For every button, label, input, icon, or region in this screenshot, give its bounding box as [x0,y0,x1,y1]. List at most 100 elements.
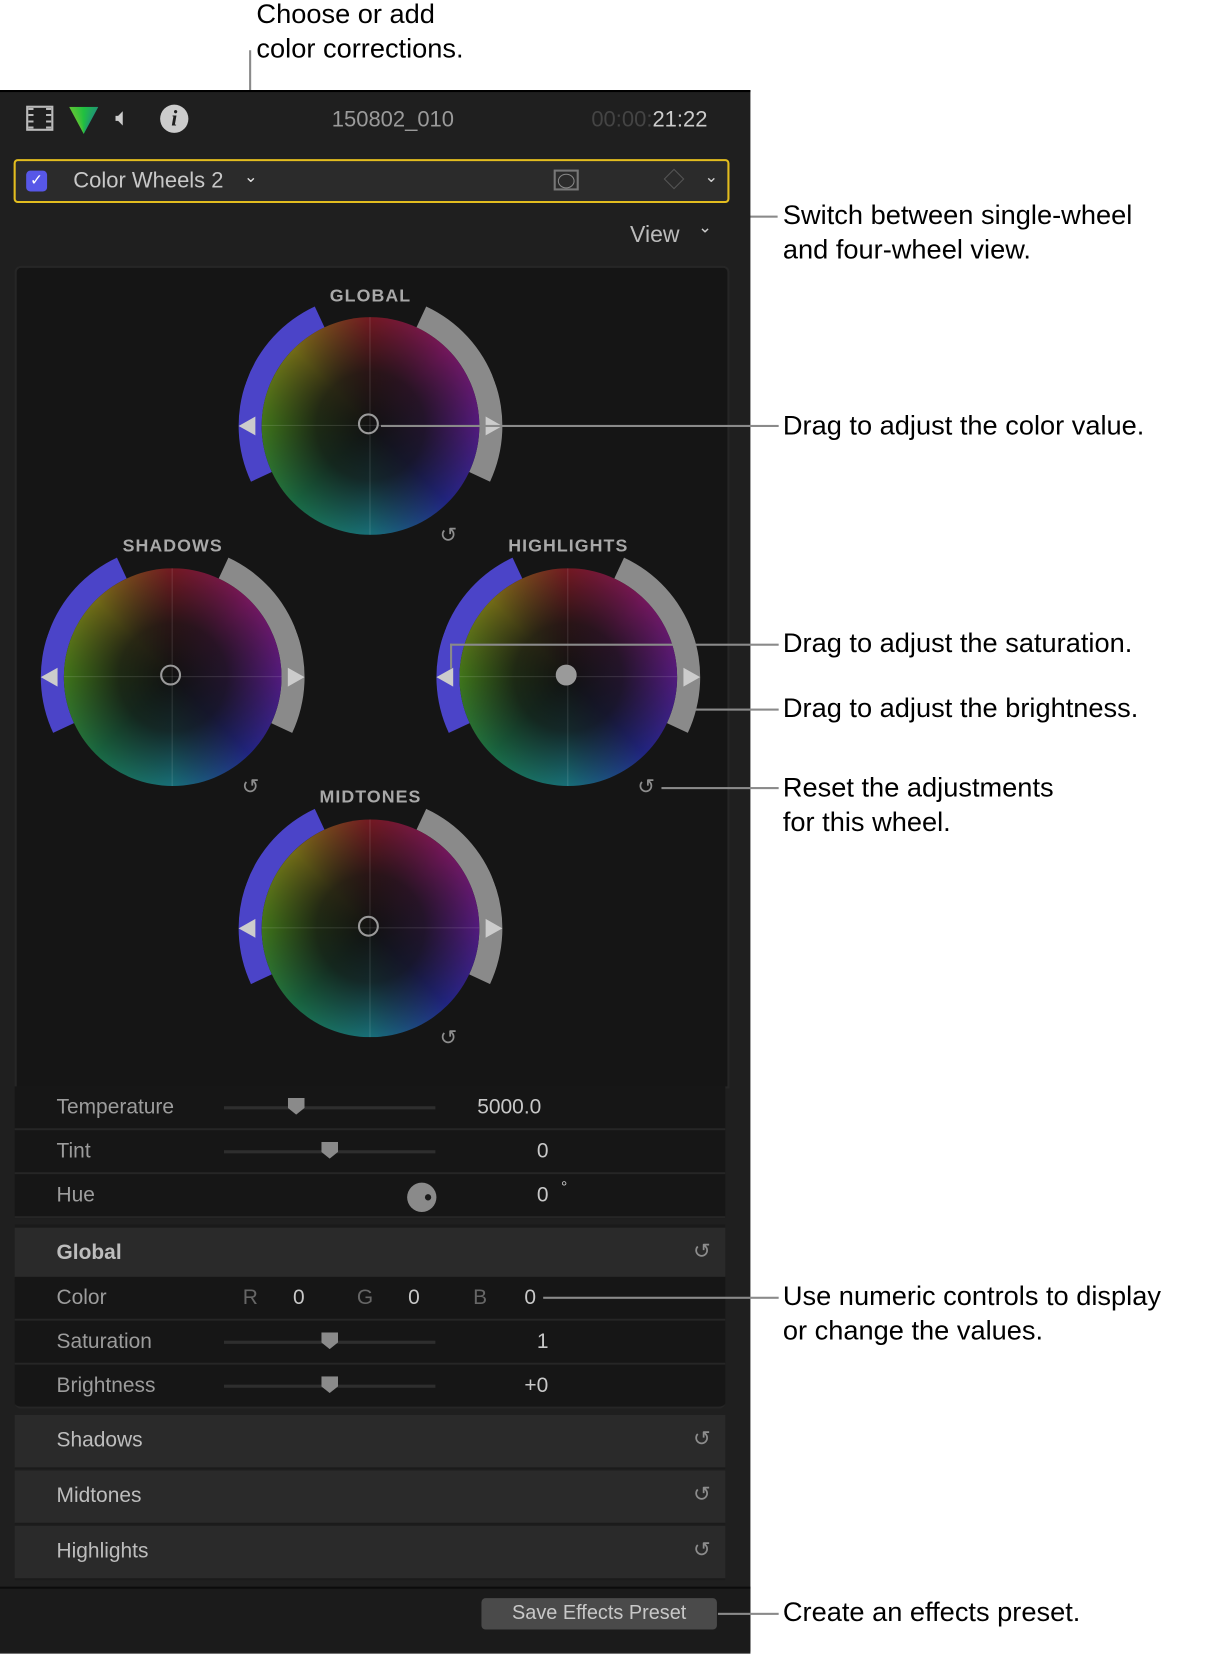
color-puck[interactable] [357,915,379,937]
slider-thumb[interactable] [321,1332,339,1350]
reset-icon[interactable]: ↺ [439,1026,458,1050]
reset-icon[interactable]: ↺ [693,1240,711,1264]
reset-icon[interactable]: ↺ [693,1538,711,1562]
b-value[interactable]: 0 [524,1286,536,1310]
info-icon[interactable]: i [160,104,189,133]
effect-enabled-checkbox[interactable]: ✓ [26,170,48,192]
film-icon[interactable] [26,105,54,131]
slider-thumb[interactable] [321,1376,339,1394]
annotation-saturation: Drag to adjust the saturation. [782,626,1133,659]
temperature-label: Temperature [56,1095,175,1119]
annotation-numeric: Use numeric controls to display or chang… [783,1279,1161,1348]
saturation-value[interactable]: 1 [536,1330,549,1354]
wheel-label-shadows: SHADOWS [122,535,223,556]
saturation-handle[interactable] [238,918,256,938]
hue-value[interactable]: 0 [536,1183,549,1207]
hue-label: Hue [56,1183,95,1207]
annotation-preset: Create an effects preset. [782,1596,1081,1628]
reset-icon[interactable]: ↺ [693,1483,711,1507]
r-label: R [242,1286,258,1310]
leader-line [543,1296,779,1299]
temperature-slider[interactable] [223,1097,436,1115]
brightness-label: Brightness [56,1374,156,1398]
effect-row: ✓ Color Wheels 2 ⌄ ⌄ [13,159,730,204]
slider-thumb[interactable] [287,1097,305,1115]
keyframe-diamond-icon[interactable] [663,168,685,190]
saturation-row: Saturation 1 [14,1320,726,1365]
hue-dial[interactable] [407,1182,437,1212]
section-title: Midtones [56,1484,142,1508]
global-section-header[interactable]: Global ↺ [14,1224,726,1283]
leader-line [717,1612,779,1615]
b-label: B [473,1286,488,1310]
chevron-down-icon[interactable]: ⌄ [704,168,719,187]
timecode: 00:00:21:22 [591,108,707,133]
temperature-value[interactable]: 5000.0 [477,1095,542,1119]
reset-icon[interactable]: ↺ [241,775,260,799]
effect-name-popup[interactable]: Color Wheels 2 [73,168,224,193]
saturation-handle[interactable] [40,667,58,687]
save-effects-preset-button[interactable]: Save Effects Preset [481,1598,717,1630]
view-menu[interactable]: View [630,220,680,247]
slider-thumb[interactable] [321,1141,339,1159]
annotation-color-value: Drag to adjust the color value. [782,409,1145,441]
reset-icon[interactable]: ↺ [637,775,655,799]
saturation-handle[interactable] [238,416,256,436]
reset-icon[interactable]: ↺ [439,524,458,548]
hue-dial-dot [424,1194,432,1201]
g-value[interactable]: 0 [408,1286,420,1310]
r-value[interactable]: 0 [293,1286,305,1310]
wheel-label-highlights: HIGHLIGHTS [508,535,629,556]
brightness-value[interactable]: +0 [524,1374,549,1398]
color-puck[interactable] [160,664,182,686]
wheel-label-midtones: MIDTONES [319,787,422,807]
hue-row: Hue 0 ° [14,1174,726,1219]
brightness-row: Brightness +0 [14,1364,726,1409]
saturation-slider[interactable] [223,1332,436,1350]
annotation-line: or change the values. [782,1314,1044,1346]
color-row: Color R 0 G 0 B 0 [14,1276,726,1321]
tint-row: Tint 0 [14,1130,726,1175]
color-wheel[interactable] [459,568,678,786]
annotation-line: for this wheel. [782,805,951,838]
chevron-down-icon[interactable]: ⌄ [698,218,713,237]
highlights-section-header[interactable]: Highlights ↺ [14,1525,726,1581]
color-puck[interactable] [555,664,577,686]
leader-line [450,643,453,669]
color-label: Color [56,1286,107,1310]
mask-icon[interactable] [553,169,579,191]
brightness-handle[interactable] [287,667,305,687]
shadows-section-header[interactable]: Shadows ↺ [14,1415,726,1470]
leader-line [450,643,779,646]
wheel-label-global: GLOBAL [329,285,412,306]
speaker-icon[interactable]: 🔈︎ [115,103,131,132]
brightness-handle[interactable] [485,918,503,938]
temperature-row: Temperature 5000.0 [14,1086,726,1131]
tint-value[interactable]: 0 [536,1139,549,1163]
annotation-line: color corrections. [256,32,464,64]
section-title: Shadows [56,1428,143,1452]
brightness-handle[interactable] [683,667,701,687]
leader-line [380,424,779,428]
midtones-section-header[interactable]: Midtones ↺ [14,1470,726,1525]
reset-icon[interactable]: ↺ [693,1427,711,1451]
chevron-down-icon[interactable]: ⌄ [243,168,258,187]
saturation-handle[interactable] [436,667,454,687]
annotation-line: and four-wheel view. [782,233,1031,265]
timecode-dim: 00:00: [591,107,653,132]
color-wheel[interactable] [63,568,282,786]
annotation-line: Switch between single-wheel [782,198,1133,231]
hue-unit: ° [560,1178,568,1197]
annotation-reset: Reset the adjustments for this wheel. [783,770,1054,839]
color-puck[interactable] [357,413,379,435]
color-wheel[interactable] [261,819,480,1038]
leader-line [686,685,689,711]
tint-slider[interactable] [223,1141,436,1159]
g-label: G [356,1286,374,1310]
mask-circle [557,173,575,189]
saturation-label: Saturation [56,1330,152,1354]
annotation-line: Use numeric controls to display [782,1279,1161,1312]
brightness-slider[interactable] [223,1376,436,1394]
annotation-choose: Choose or add color corrections. [256,0,463,66]
leader-line [661,787,779,790]
